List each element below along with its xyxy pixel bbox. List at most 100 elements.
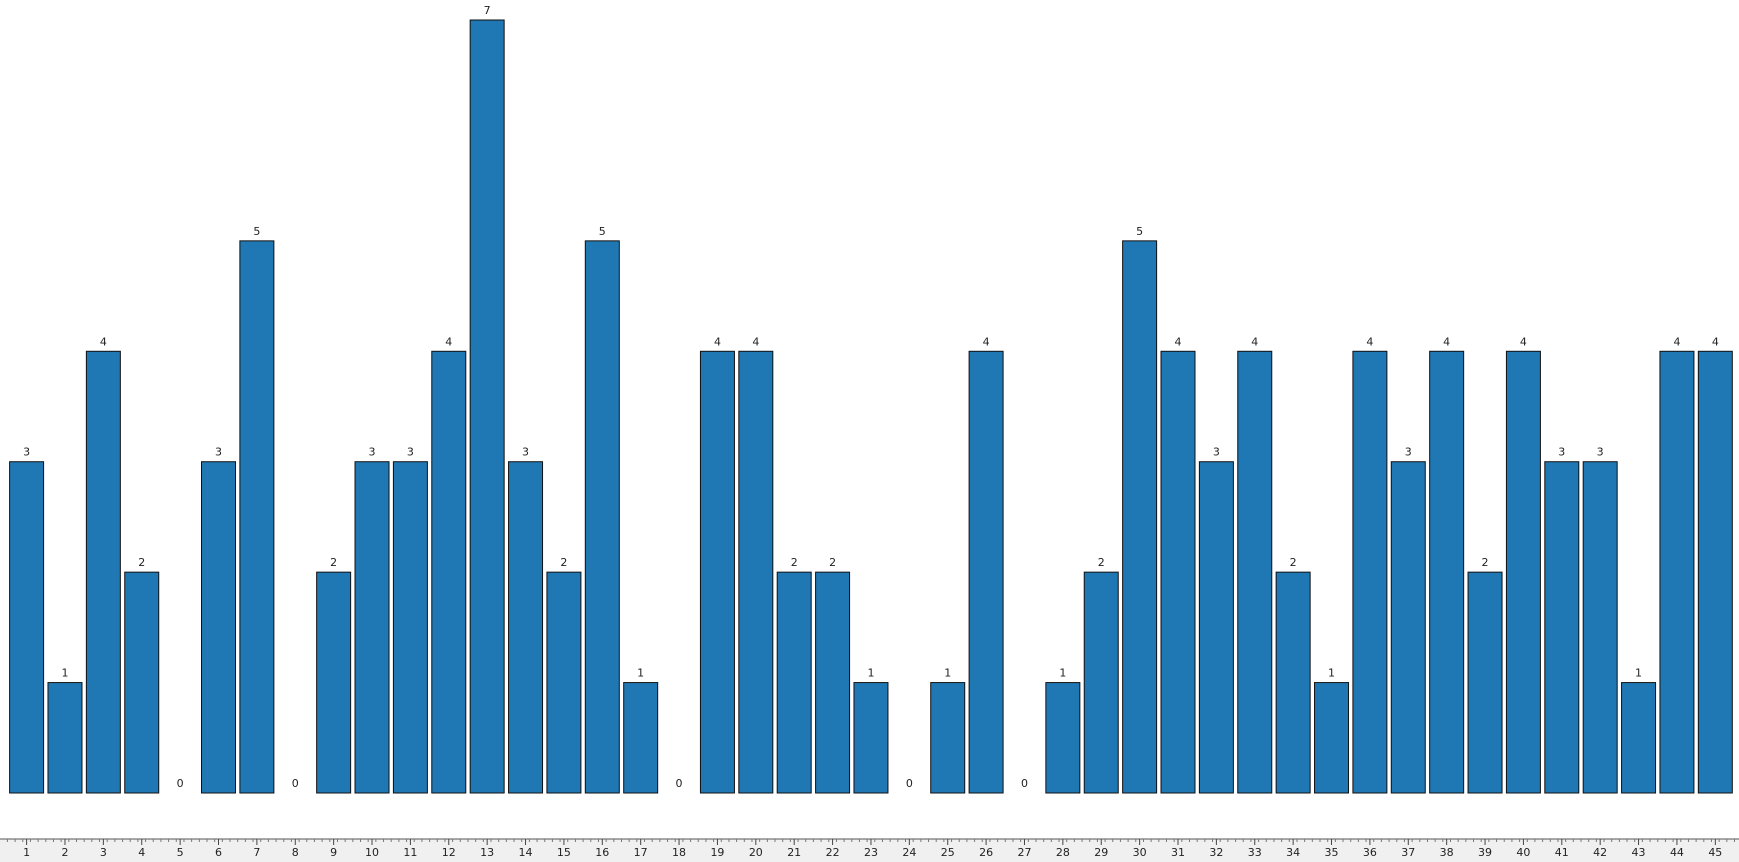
data-label: 2	[791, 556, 798, 569]
bar	[1237, 350, 1273, 794]
data-label: 3	[369, 446, 376, 459]
bar	[930, 682, 966, 794]
bar	[1582, 461, 1618, 794]
x-tick-label: 20	[749, 846, 763, 859]
x-tick-label: 4	[138, 846, 145, 859]
x-tick-label: 22	[826, 846, 840, 859]
bar	[508, 461, 544, 794]
data-label: 3	[1558, 446, 1565, 459]
x-tick-label: 14	[519, 846, 533, 859]
data-label: 1	[1059, 667, 1066, 680]
x-tick-label: 32	[1209, 846, 1223, 859]
bar	[1045, 682, 1081, 794]
bar	[1429, 350, 1465, 794]
data-label: 4	[1712, 335, 1719, 348]
x-tick-label: 13	[480, 846, 494, 859]
x-tick-label: 26	[979, 846, 993, 859]
bar	[1352, 350, 1388, 794]
bar	[316, 571, 352, 794]
bar	[1275, 571, 1311, 794]
x-tick-label: 17	[634, 846, 648, 859]
bar	[1160, 350, 1196, 794]
data-label: 4	[1175, 335, 1182, 348]
bar	[623, 682, 659, 794]
bar	[201, 461, 236, 794]
data-label: 3	[23, 446, 30, 459]
axis-strip	[0, 839, 1739, 862]
x-tick-label: 19	[710, 846, 724, 859]
bar	[469, 19, 505, 794]
data-label: 2	[138, 556, 145, 569]
data-label: 1	[867, 667, 874, 680]
bar	[124, 571, 160, 794]
bar	[1621, 682, 1657, 794]
bar	[853, 682, 889, 794]
data-label: 1	[1635, 667, 1642, 680]
data-label: 2	[829, 556, 836, 569]
data-label: 0	[1021, 777, 1028, 790]
x-tick-label: 33	[1248, 846, 1262, 859]
x-tick-label: 9	[330, 846, 337, 859]
bar	[738, 350, 774, 794]
x-tick-label: 25	[941, 846, 955, 859]
data-label: 0	[906, 777, 913, 790]
data-label: 0	[676, 777, 683, 790]
bar	[815, 571, 851, 794]
data-label: 2	[560, 556, 567, 569]
data-label: 3	[407, 446, 414, 459]
data-label: 4	[1443, 335, 1450, 348]
data-label: 4	[1251, 335, 1258, 348]
bar	[47, 682, 83, 794]
data-label: 2	[1098, 556, 1105, 569]
data-label: 2	[330, 556, 337, 569]
bar	[1122, 240, 1158, 794]
x-tick-label: 31	[1171, 846, 1185, 859]
bar	[1467, 571, 1503, 794]
x-tick-label: 8	[292, 846, 299, 859]
data-label: 3	[215, 446, 222, 459]
x-tick-label: 43	[1632, 846, 1646, 859]
x-tick-label: 11	[403, 846, 417, 859]
x-tick-label: 6	[215, 846, 222, 859]
bar	[1390, 461, 1426, 794]
data-label: 0	[292, 777, 299, 790]
bar	[392, 461, 428, 794]
data-label: 4	[445, 335, 452, 348]
bar	[354, 461, 390, 794]
bar	[699, 350, 735, 794]
x-tick-label: 10	[365, 846, 379, 859]
x-tick-label: 41	[1555, 846, 1569, 859]
x-tick-label: 5	[177, 846, 184, 859]
x-tick-label: 44	[1670, 846, 1684, 859]
data-label: 4	[714, 335, 721, 348]
data-label: 4	[752, 335, 759, 348]
data-label: 3	[522, 446, 529, 459]
x-tick-label: 34	[1286, 846, 1300, 859]
bar	[1659, 350, 1695, 794]
x-tick-label: 24	[902, 846, 916, 859]
x-tick-label: 16	[595, 846, 609, 859]
x-tick-label: 3	[100, 846, 107, 859]
x-tick-label: 42	[1593, 846, 1607, 859]
data-label: 5	[1136, 225, 1143, 238]
data-label: 4	[1673, 335, 1680, 348]
data-label: 0	[177, 777, 184, 790]
x-tick-label: 1	[23, 846, 30, 859]
data-label: 1	[1328, 667, 1335, 680]
x-tick-label: 35	[1325, 846, 1339, 859]
data-label: 1	[637, 667, 644, 680]
bar	[584, 240, 620, 794]
data-label: 7	[484, 4, 491, 17]
data-label: 2	[1482, 556, 1489, 569]
x-tick-label: 7	[253, 846, 260, 859]
bar	[1697, 350, 1733, 794]
x-tick-label: 28	[1056, 846, 1070, 859]
bar	[239, 240, 275, 794]
x-tick-label: 40	[1516, 846, 1530, 859]
x-tick-label: 2	[61, 846, 68, 859]
x-tick-label: 37	[1401, 846, 1415, 859]
x-tick-label: 29	[1094, 846, 1108, 859]
x-tick-label: 23	[864, 846, 878, 859]
bar	[968, 350, 1004, 794]
